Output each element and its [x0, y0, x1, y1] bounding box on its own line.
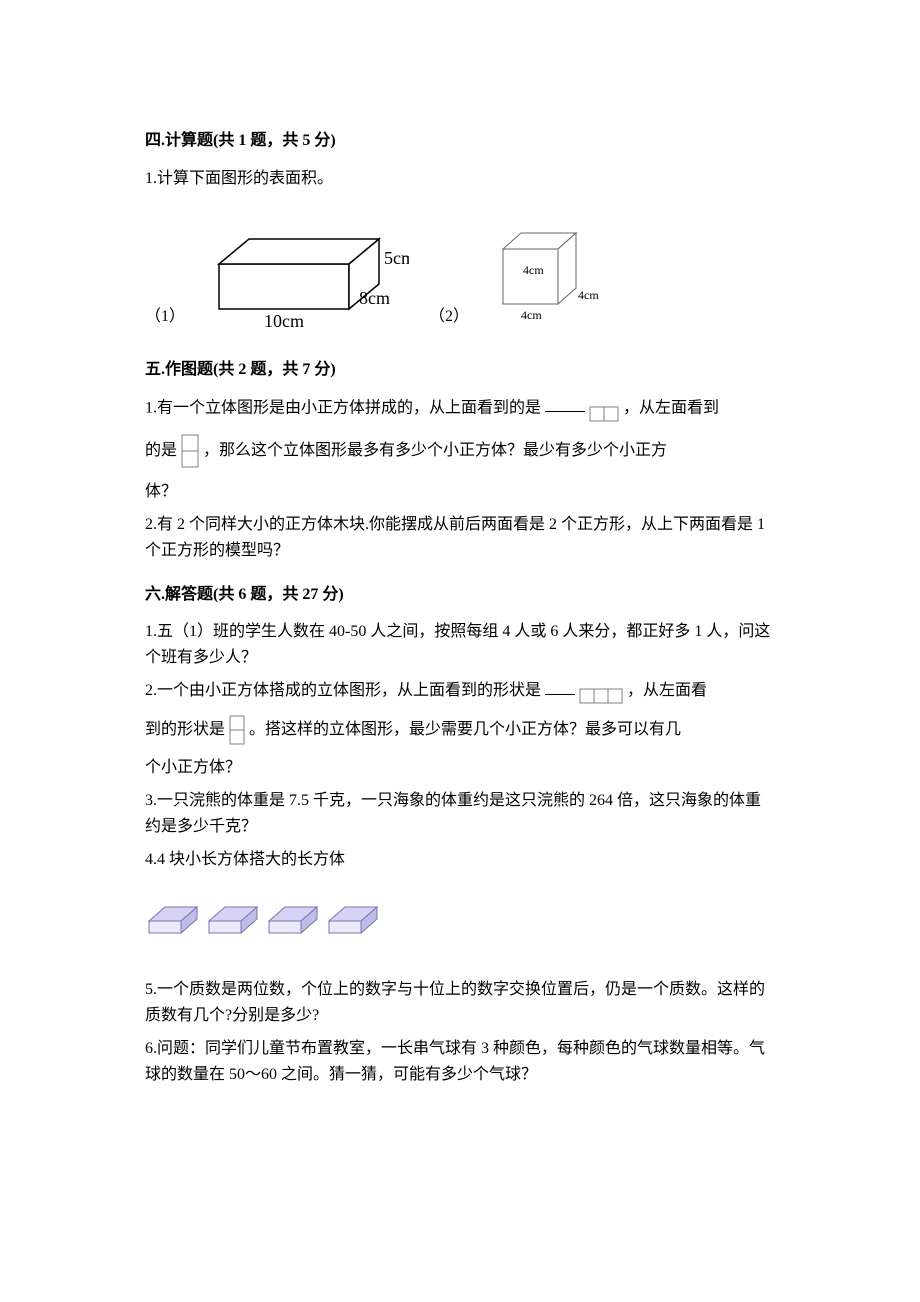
document-page: 四.计算题(共 1 题，共 5 分) 1.计算下面图形的表面积。 （1） 5cm… [0, 0, 920, 1155]
s6-q2-a: 2.一个由小正方体搭成的立体图形，从上面看到的形状是 [145, 682, 541, 699]
s6-q1: 1.五（1）班的学生人数在 40-50 人之间，按照每组 4 人或 6 人来分，… [145, 619, 775, 670]
left-view2-icon [229, 713, 245, 747]
s6-q2-b: ，从左面看 [627, 682, 707, 699]
s6-q2-d: 。搭这样的立体图形，最少需要几个小正方体？最多可以有几 [249, 717, 681, 743]
s5-q1-e: 体？ [145, 479, 775, 505]
svg-text:4cm: 4cm [578, 288, 599, 302]
four-blocks [145, 903, 775, 947]
svg-text:4cm: 4cm [521, 308, 542, 322]
s5-q1-d: ，那么这个立体图形最多有多少个小正方体？最少有多少个小正方 [203, 438, 667, 464]
s6-q5: 5.一个质数是两位数，个位上的数字与十位上的数字交换位置后，仍是一个质数。这样的… [145, 977, 775, 1028]
svg-text:5cm: 5cm [384, 248, 409, 268]
section-5-title: 五.作图题(共 2 题，共 7 分) [145, 357, 775, 383]
svg-text:8cm: 8cm [359, 288, 390, 308]
s6-q2-line2: 到的形状是 。搭这样的立体图形，最少需要几个小正方体？最多可以有几 [145, 713, 775, 747]
s5-q1-b: ，从左面看到 [623, 399, 719, 416]
s6-q3: 3.一只浣熊的体重是 7.5 千克，一只海象的体重约是这只浣熊的 264 倍，这… [145, 788, 775, 839]
cuboid-figure: 5cm 8cm 10cm [209, 219, 409, 329]
section-4-title: 四.计算题(共 1 题，共 5 分) [145, 128, 775, 154]
left-view-icon [181, 431, 199, 471]
s4-figures: （1） 5cm 8cm 10cm （2） 4cm 4cm [145, 219, 775, 329]
s5-q2: 2.有 2 个同样大小的正方体木块.你能摆成从前后两面看是 2 个正方形，从上下… [145, 512, 775, 563]
s6-q2-line1: 2.一个由小正方体搭成的立体图形，从上面看到的形状是 ，从左面看 [145, 678, 775, 704]
fig1-label: （1） [145, 304, 185, 330]
s5-q1-a: 1.有一个立体图形是由小正方体拼成的，从上面看到的是 [145, 399, 541, 416]
svg-text:10cm: 10cm [264, 311, 304, 329]
s6-q2-c: 到的形状是 [145, 717, 225, 743]
s6-q6: 6.问题：同学们儿童节布置教室，一长串气球有 3 种颜色，每种颜色的气球数量相等… [145, 1036, 775, 1087]
s5-q1-c: 的是 [145, 438, 177, 464]
top-view2-icon [579, 679, 623, 705]
cube-figure: 4cm 4cm 4cm [493, 219, 603, 329]
section-6-title: 六.解答题(共 6 题，共 27 分) [145, 582, 775, 608]
s6-q4: 4.4 块小长方体搭大的长方体 [145, 847, 775, 873]
s5-q1-line1: 1.有一个立体图形是由小正方体拼成的，从上面看到的是 ，从左面看到 [145, 395, 775, 423]
blank-line [545, 411, 585, 412]
svg-text:4cm: 4cm [523, 263, 544, 277]
fig2-label: （2） [429, 304, 469, 330]
s4-q1-intro: 1.计算下面图形的表面积。 [145, 166, 775, 192]
blank-line-2 [545, 694, 575, 695]
s6-q2-e: 个小正方体？ [145, 755, 775, 781]
s5-q1-line2: 的是 ，那么这个立体图形最多有多少个小正方体？最少有多少个小正方 [145, 431, 775, 471]
top-view-icon [589, 395, 619, 423]
